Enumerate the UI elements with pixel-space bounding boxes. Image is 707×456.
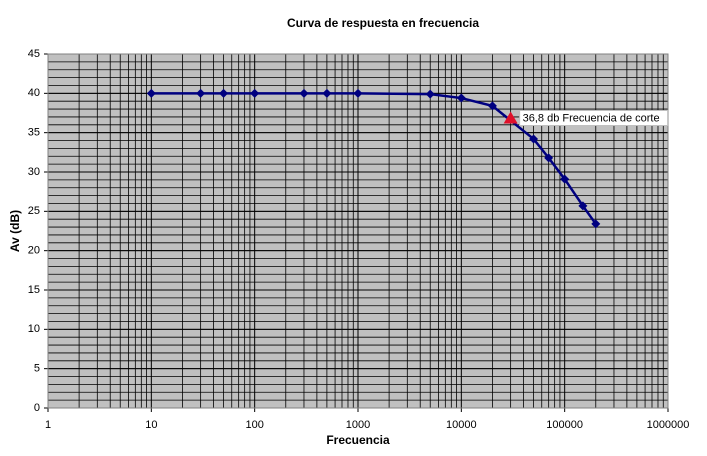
point xyxy=(578,201,588,211)
y-tick-label: 35 xyxy=(28,127,40,139)
y-tick-label: 20 xyxy=(28,245,40,257)
y-tick-label: 30 xyxy=(28,166,40,178)
point xyxy=(250,88,260,98)
x-tick-label: 1000000 xyxy=(647,419,690,431)
point xyxy=(322,88,332,98)
plot-border xyxy=(47,53,669,409)
y-tick-label: 25 xyxy=(28,205,40,217)
cutoff-marker xyxy=(503,111,518,124)
x-axis-label: Frecuencia xyxy=(326,433,390,447)
point xyxy=(146,88,156,98)
point xyxy=(487,101,497,111)
annotation-box xyxy=(519,110,669,127)
y-tick-label: 0 xyxy=(34,402,40,414)
point xyxy=(529,134,539,144)
point xyxy=(456,93,466,103)
x-tick-label: 1 xyxy=(45,419,51,431)
annotation-label: 36,8 db Frecuencia de corte xyxy=(523,112,660,124)
x-tick-label: 100000 xyxy=(546,419,583,431)
y-tick-label: 45 xyxy=(28,48,40,60)
y-axis-label: Av (dB) xyxy=(8,210,22,252)
x-tick-label: 100 xyxy=(245,419,263,431)
chart-title: Curva de respuesta en frecuencia xyxy=(287,16,479,30)
y-tick-label: 15 xyxy=(28,284,40,296)
point xyxy=(196,88,206,98)
y-tick-label: 5 xyxy=(34,363,40,375)
point xyxy=(353,88,363,98)
y-tick-label: 40 xyxy=(28,87,40,99)
x-tick-label: 10 xyxy=(145,419,157,431)
x-tick-label: 10000 xyxy=(446,419,477,431)
point xyxy=(219,88,229,98)
point xyxy=(425,89,435,99)
point xyxy=(299,88,309,98)
point xyxy=(544,153,554,163)
point xyxy=(591,219,601,229)
x-tick-label: 1000 xyxy=(346,419,370,431)
y-tick-label: 10 xyxy=(28,323,40,335)
point xyxy=(560,174,570,184)
